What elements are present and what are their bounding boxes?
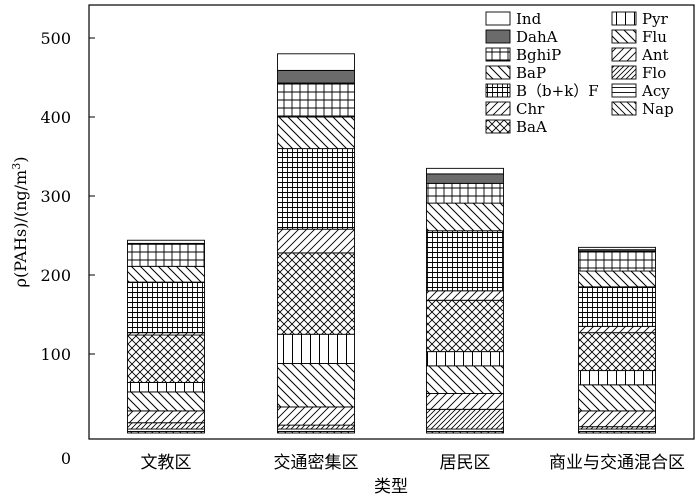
y-tick-label: 100 xyxy=(40,345,71,364)
legend-label: Acy xyxy=(641,82,670,100)
bar-segment xyxy=(426,182,504,204)
x-tick-label: 文教区 xyxy=(141,453,192,473)
bar-segment xyxy=(426,393,504,410)
y-tick-label: 500 xyxy=(40,29,71,48)
legend-swatch xyxy=(611,29,637,44)
legend-label: Nap xyxy=(642,100,674,118)
bar-segment xyxy=(277,148,355,230)
bar-segment xyxy=(277,252,355,335)
bars xyxy=(127,53,656,434)
bar-segment xyxy=(426,299,504,353)
legend-swatch xyxy=(611,101,637,116)
legend-swatch xyxy=(611,11,637,26)
legend-label: B（b+k）F xyxy=(516,82,599,100)
bar-segment xyxy=(127,391,205,412)
legend-label: Chr xyxy=(516,100,545,118)
y-axis-title-text: ρ(PAHs)/(ng/m xyxy=(11,170,30,288)
legend-label: BaA xyxy=(516,118,547,136)
bar-segment xyxy=(426,351,504,367)
bar-segment xyxy=(127,243,205,267)
bar-segment xyxy=(127,422,205,430)
bar-segment xyxy=(578,325,656,334)
x-tick-label: 商业与交通混合区 xyxy=(549,453,685,473)
legend-label: BghiP xyxy=(516,46,561,64)
legend-swatch xyxy=(485,29,511,44)
bar-segment xyxy=(127,410,205,424)
bar-segment xyxy=(127,265,205,283)
legend-label: Flu xyxy=(642,28,667,46)
bar-segment xyxy=(578,332,656,372)
bar-segment xyxy=(127,334,205,383)
bar-segment xyxy=(426,202,504,232)
bar-segment xyxy=(578,270,656,288)
y-tick-label: 200 xyxy=(40,266,71,285)
bar-segment xyxy=(127,281,205,334)
bar-segment xyxy=(277,82,355,118)
plot-frame xyxy=(88,4,695,440)
legend-swatch xyxy=(485,11,511,26)
bar-segment xyxy=(578,410,656,428)
bar-segment xyxy=(127,381,205,393)
bar-segment xyxy=(426,365,504,394)
bar-segment xyxy=(426,230,504,292)
legend-swatch xyxy=(611,83,637,98)
y-axis-title-close: ) xyxy=(11,157,30,163)
legend-label: Ant xyxy=(641,46,669,64)
y-tick-label: 300 xyxy=(40,187,71,206)
bar-segment xyxy=(277,228,355,254)
bar-segment xyxy=(277,424,355,430)
bar-segment xyxy=(277,116,355,150)
bar-segment xyxy=(127,239,205,244)
y-tick-label: 400 xyxy=(40,108,71,127)
bar-segment xyxy=(277,53,355,71)
bar-segment xyxy=(277,406,355,426)
legend-swatch xyxy=(611,47,637,62)
legend-swatch xyxy=(485,65,511,80)
legend-label: Ind xyxy=(516,10,542,28)
legend-swatch xyxy=(485,119,511,134)
legend-label: DahA xyxy=(516,28,558,46)
bar-segment xyxy=(578,384,656,412)
x-axis-title: 类型 xyxy=(374,477,408,497)
bar-segment xyxy=(277,363,355,408)
bar-segment xyxy=(277,69,355,84)
legend-swatch xyxy=(485,101,511,116)
bar-segment xyxy=(578,246,656,251)
bar-segment xyxy=(426,408,504,430)
y-axis-title: ρ(PAHs)/(ng/m3) xyxy=(10,157,30,288)
bar-segment xyxy=(277,333,355,364)
bar-segment xyxy=(578,370,656,386)
legend-swatch xyxy=(485,83,511,98)
legend-swatch xyxy=(485,47,511,62)
y-tick-label: 0 xyxy=(61,449,71,468)
x-tick-label: 居民区 xyxy=(440,453,491,473)
bar-segment xyxy=(426,173,504,184)
bar-segment xyxy=(426,290,504,301)
bar-segment xyxy=(578,286,656,327)
legend-label: Pyr xyxy=(642,10,669,28)
y-axis-title-sup: 3 xyxy=(10,163,23,170)
legend-label: BaP xyxy=(516,64,546,82)
bar-segment xyxy=(426,167,504,175)
bar-segment xyxy=(578,250,656,272)
x-axis: 文教区 交通密集区 居民区 商业与交通混合区 xyxy=(141,453,686,473)
x-tick-label: 交通密集区 xyxy=(274,453,359,473)
legend-swatch xyxy=(611,65,637,80)
legend-label: Flo xyxy=(642,64,666,82)
y-axis: 0 100 200 300 400 500 xyxy=(40,29,95,468)
